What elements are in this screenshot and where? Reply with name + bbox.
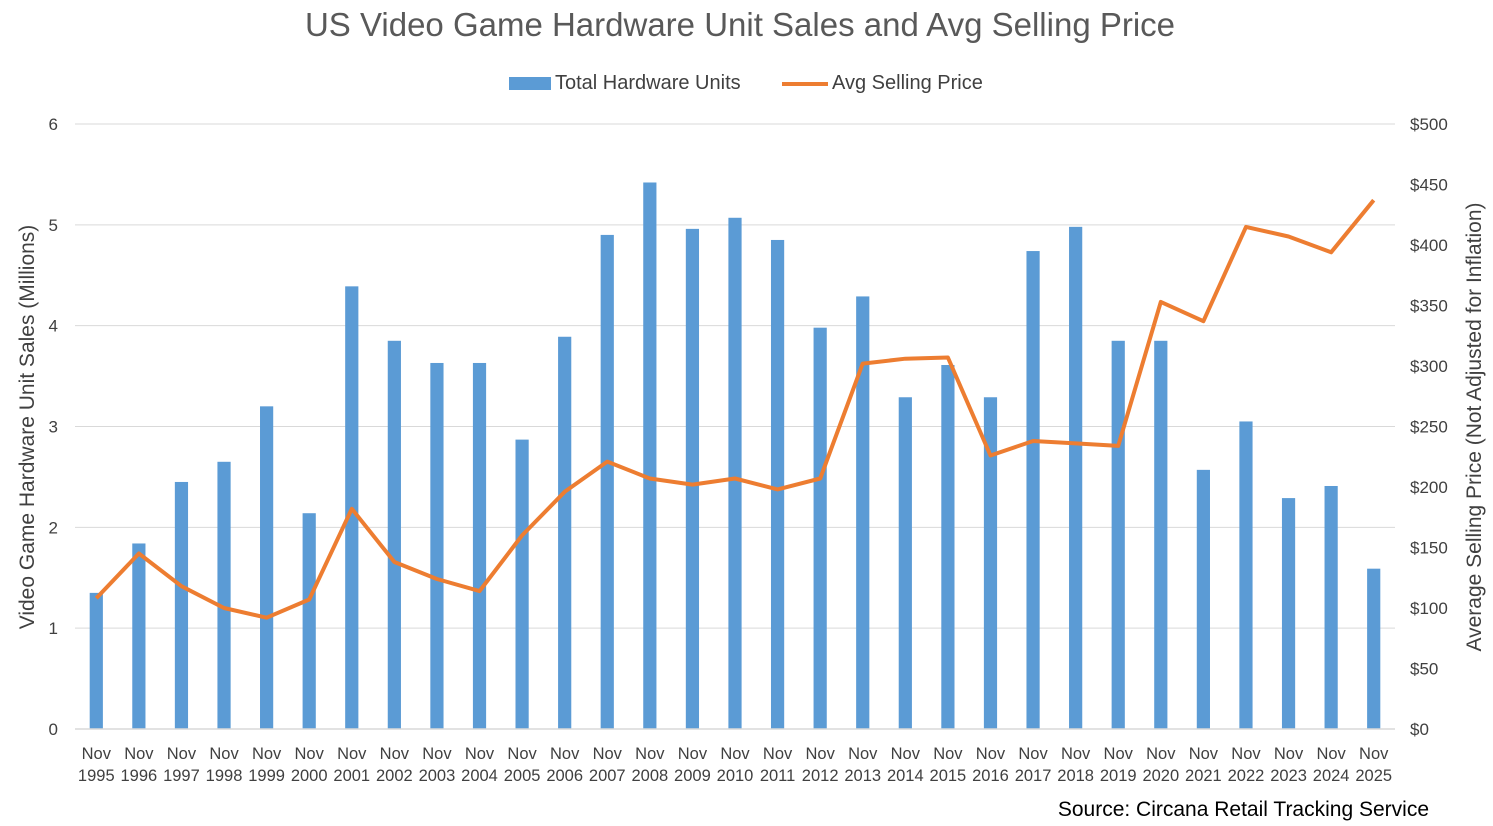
y2-tick-label: $250 xyxy=(1410,418,1448,437)
y2-axis-title: Average Selling Price (Not Adjusted for … xyxy=(1463,202,1486,651)
bar xyxy=(856,296,870,729)
bar xyxy=(1281,498,1296,729)
bar xyxy=(558,336,572,729)
y2-tick-label: $350 xyxy=(1410,297,1448,316)
bar xyxy=(898,397,912,729)
x-tick-label: Nov 2004 xyxy=(461,745,498,785)
axis-labels: 0 1 2 3 4 5 6 $0 $50 $100 $150 $200 $250 $300 $350 $400… xyxy=(16,115,1486,785)
bar xyxy=(1154,340,1168,729)
x-tick-label: Nov 2025 xyxy=(1355,745,1392,785)
x-tick-label: Nov 2002 xyxy=(376,745,413,785)
x-tick-label: Nov 1998 xyxy=(206,745,243,785)
y2-tick-label: $400 xyxy=(1410,236,1448,255)
x-tick-label: Nov 2024 xyxy=(1313,745,1350,785)
legend-label-total-hardware-units: Total Hardware Units xyxy=(555,72,741,94)
bar xyxy=(430,362,444,729)
bar xyxy=(1069,226,1083,729)
bar xyxy=(685,228,700,729)
y2-tick-label: $450 xyxy=(1410,176,1448,195)
x-tick-label: Nov 2012 xyxy=(802,745,839,785)
bar xyxy=(515,439,529,729)
legend: Total Hardware Units Avg Selling Price xyxy=(0,72,1493,98)
x-tick-label: Nov 2006 xyxy=(546,745,583,785)
x-tick-label: Nov 2023 xyxy=(1270,745,1307,785)
x-tick-label: Nov 2001 xyxy=(333,745,370,785)
bar-series-total-hardware-units xyxy=(89,182,1381,730)
y-tick-label: 2 xyxy=(49,518,58,537)
y2-tick-label: $500 xyxy=(1410,115,1448,134)
x-tick-label: Nov 2010 xyxy=(717,745,754,785)
chart-title: US Video Game Hardware Unit Sales and Av… xyxy=(304,6,1176,43)
legend-bar-swatch xyxy=(509,77,551,90)
bar xyxy=(600,234,614,729)
bar xyxy=(770,239,785,730)
y-tick-label: 4 xyxy=(49,317,58,336)
bar xyxy=(174,481,189,729)
y-tick-label: 0 xyxy=(49,720,58,739)
x-tick-label: Nov 1999 xyxy=(248,745,285,785)
x-tick-label: Nov 2014 xyxy=(887,745,924,785)
bar xyxy=(1367,568,1381,729)
bar xyxy=(89,592,103,729)
x-tick-label: Nov 2009 xyxy=(674,745,711,785)
bar xyxy=(728,217,742,729)
source-note: Source: Circana Retail Tracking Service xyxy=(1057,798,1429,821)
legend-line-swatch xyxy=(782,81,828,86)
y-tick-label: 1 xyxy=(49,619,58,638)
x-tick-label: Nov 2019 xyxy=(1100,745,1137,785)
y2-tick-label: $100 xyxy=(1410,599,1448,618)
x-tick-label: Nov 2016 xyxy=(972,745,1009,785)
bar xyxy=(260,406,274,729)
y-tick-label: 5 xyxy=(49,216,58,235)
y-tick-label: 3 xyxy=(49,418,58,437)
bar xyxy=(387,340,401,729)
x-tick-label: Nov 2003 xyxy=(419,745,456,785)
x-tick-label: Nov 2011 xyxy=(760,745,795,785)
legend-label-avg-selling-price: Avg Selling Price xyxy=(832,72,983,94)
x-tick-label: Nov 2020 xyxy=(1142,745,1179,785)
x-tick-label: Nov 1996 xyxy=(121,745,158,785)
x-tick-label: Nov 2008 xyxy=(631,745,668,785)
x-tick-label: Nov 2007 xyxy=(589,745,626,785)
bar xyxy=(983,397,998,729)
legend-item-total-hardware-units: Total Hardware Units xyxy=(509,72,741,95)
y2-tick-label: $50 xyxy=(1410,660,1438,679)
bar xyxy=(941,364,955,729)
y2-tick-label: $0 xyxy=(1410,720,1429,739)
bar xyxy=(302,513,316,729)
bar xyxy=(1111,340,1125,729)
bar xyxy=(1239,421,1253,729)
line-series-avg-selling-price xyxy=(94,198,1376,620)
y-axis-title: Video Game Hardware Unit Sales (Millions… xyxy=(16,225,39,630)
x-tick-label: Nov 2022 xyxy=(1228,745,1265,785)
x-tick-label: Nov 2013 xyxy=(844,745,881,785)
bar xyxy=(813,327,827,729)
x-tick-label: Nov 2000 xyxy=(291,745,328,785)
y2-tick-label: $150 xyxy=(1410,539,1448,558)
legend-item-avg-selling-price: Avg Selling Price xyxy=(782,72,983,95)
bar xyxy=(132,543,146,729)
y-tick-label: 6 xyxy=(49,115,58,134)
bar xyxy=(1026,251,1040,730)
y2-tick-label: $200 xyxy=(1410,478,1448,497)
bar xyxy=(1196,469,1210,729)
x-tick-label: Nov 2021 xyxy=(1185,745,1222,785)
bar xyxy=(643,182,657,729)
bar xyxy=(472,362,487,729)
x-tick-label: Nov 2018 xyxy=(1057,745,1094,785)
x-tick-label: Nov 2017 xyxy=(1015,745,1052,785)
x-tick-label: Nov 2015 xyxy=(930,745,967,785)
x-tick-label: Nov 1995 xyxy=(78,745,115,785)
x-tick-label: Nov 2005 xyxy=(504,745,541,785)
y2-tick-label: $300 xyxy=(1410,357,1448,376)
x-tick-label: Nov 1997 xyxy=(163,745,200,785)
bar xyxy=(1324,485,1338,729)
bar xyxy=(217,461,231,729)
